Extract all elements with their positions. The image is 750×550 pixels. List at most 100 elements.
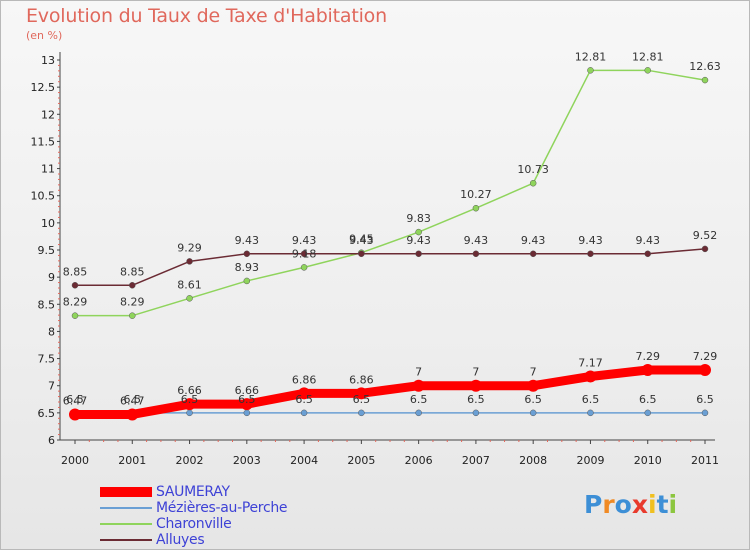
data-point <box>412 379 425 392</box>
data-label: 6.5 <box>582 393 600 406</box>
data-label: 6.5 <box>66 393 84 406</box>
data-label: 7 <box>415 366 422 379</box>
data-point <box>300 250 308 258</box>
legend-swatch-alluyes <box>100 539 152 541</box>
data-label: 10.27 <box>460 188 492 201</box>
data-label: 8.93 <box>235 261 260 274</box>
data-point <box>415 228 422 236</box>
data-label: 6.66 <box>235 384 260 397</box>
x-tick-label: 2007 <box>462 454 490 467</box>
data-point <box>529 179 537 187</box>
data-label: 9.43 <box>635 234 660 247</box>
data-label: 12.63 <box>689 60 721 73</box>
data-label: 8.29 <box>63 296 88 309</box>
data-label: 6.86 <box>292 373 317 386</box>
data-point <box>71 312 79 319</box>
y-tick-label: 9.5 <box>38 244 56 257</box>
data-label: 7.29 <box>693 350 718 363</box>
y-tick-label: 6 <box>48 434 55 447</box>
data-point <box>129 282 136 289</box>
x-tick-label: 2002 <box>176 454 204 467</box>
y-tick-label: 12 <box>41 108 55 121</box>
data-point <box>355 387 368 400</box>
x-tick-label: 2011 <box>691 454 719 467</box>
series-line-0 <box>70 365 710 419</box>
logo-letter: o <box>614 490 632 519</box>
data-point <box>587 409 594 417</box>
x-tick-label: 2010 <box>634 454 662 467</box>
legend-label-alluyes: Alluyes <box>156 532 205 548</box>
data-point <box>415 409 422 417</box>
chart-title: Evolution du Taux de Taxe d'Habitation <box>26 5 387 27</box>
data-point <box>529 250 537 258</box>
data-point <box>358 409 365 417</box>
data-point <box>699 363 711 376</box>
data-label: 12.81 <box>632 50 664 63</box>
data-point <box>71 282 79 289</box>
y-tick-label: 8 <box>48 325 55 338</box>
proxiti-logo: Proxiti <box>584 490 677 519</box>
legend-swatch-saumeray <box>100 487 152 497</box>
data-label: 9.29 <box>177 241 202 254</box>
data-label: 9.43 <box>521 234 546 247</box>
data-point <box>183 398 196 411</box>
logo-letter: P <box>584 490 603 519</box>
x-tick-label: 2001 <box>118 454 146 467</box>
y-tick-label: 11 <box>41 163 55 176</box>
data-label: 8.85 <box>63 265 88 278</box>
data-point <box>469 379 482 392</box>
legend-label-charonville: Charonville <box>156 516 232 532</box>
y-tick-label: 6.5 <box>38 407 56 420</box>
data-label: 7.17 <box>578 356 603 369</box>
series-line-3 <box>74 248 706 287</box>
data-point <box>240 398 253 411</box>
data-label: 6.5 <box>524 393 542 406</box>
data-point <box>527 379 540 392</box>
data-point <box>587 250 594 258</box>
y-tick-label: 8.5 <box>38 298 56 311</box>
data-label: 9.18 <box>292 247 317 260</box>
data-label: 9.43 <box>464 234 489 247</box>
data-label: 6.5 <box>353 393 371 406</box>
data-point <box>243 409 251 417</box>
data-label: 9.43 <box>349 234 374 247</box>
data-point <box>358 250 365 258</box>
data-label: 6.5 <box>181 393 199 406</box>
x-tick-label: 2008 <box>519 454 547 467</box>
data-point <box>472 409 480 417</box>
data-point <box>587 67 594 74</box>
data-point <box>243 277 251 285</box>
data-label: 6.5 <box>410 393 428 406</box>
data-label: 6.47 <box>120 394 145 407</box>
y-tick-label: 12.5 <box>31 81 56 94</box>
x-tick-label: 2006 <box>405 454 433 467</box>
data-point <box>243 250 251 258</box>
data-label: 9.43 <box>578 234 603 247</box>
data-point <box>129 312 136 319</box>
data-label: 9.43 <box>406 234 431 247</box>
data-label: 6.47 <box>63 394 88 407</box>
data-label: 9.43 <box>235 234 260 247</box>
data-label: 9.45 <box>349 233 374 246</box>
data-point <box>126 408 139 421</box>
data-label: 9.83 <box>406 212 431 225</box>
x-tick-label: 2000 <box>61 454 89 467</box>
data-label: 6.5 <box>639 393 657 406</box>
data-label: 10.73 <box>517 163 549 176</box>
data-label: 9.52 <box>693 229 718 242</box>
data-label: 6.86 <box>349 373 374 386</box>
data-point <box>300 264 308 271</box>
data-label: 6.5 <box>124 393 142 406</box>
data-point <box>472 250 480 258</box>
x-tick-label: 2004 <box>290 454 318 467</box>
data-label: 6.5 <box>238 393 256 406</box>
legend-swatch-mezieres <box>100 507 152 509</box>
data-label: 6.5 <box>696 393 714 406</box>
data-point <box>415 250 422 258</box>
data-point <box>701 245 709 253</box>
data-label: 7.29 <box>635 350 660 363</box>
data-point <box>186 409 193 417</box>
data-label: 8.29 <box>120 296 145 309</box>
